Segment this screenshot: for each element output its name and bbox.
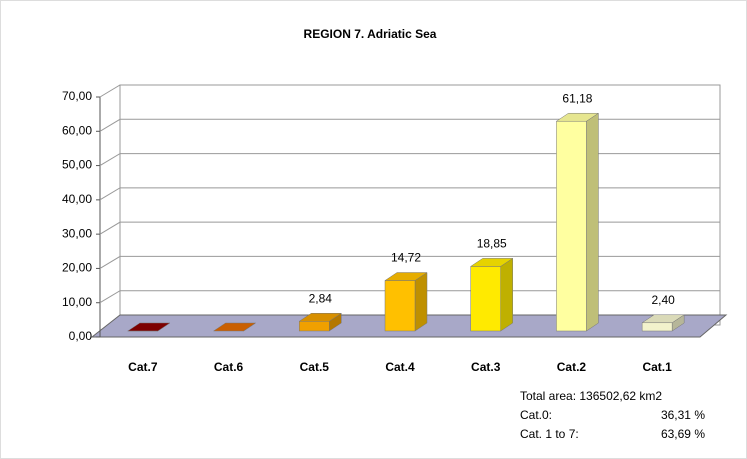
y-tick-label: 0,00: [69, 329, 93, 343]
chart-title: REGION 7. Adriatic Sea: [304, 27, 437, 41]
bar-side: [586, 112, 599, 332]
y-tick-label: 40,00: [62, 192, 92, 206]
bar-top: [298, 313, 343, 322]
grid-line: [99, 221, 720, 235]
grid-line: [99, 84, 720, 98]
bar-side: [414, 272, 428, 332]
x-tick-label: Cat.2: [557, 360, 587, 374]
grid-line: [99, 290, 720, 304]
y-tick-label: 30,00: [62, 226, 92, 240]
bar: [556, 120, 587, 332]
grid-line: [99, 118, 720, 132]
bar-top: [469, 258, 514, 267]
bar-top: [384, 272, 428, 281]
y-tick-label: 20,00: [62, 261, 92, 275]
x-tick-label: Cat.1: [642, 360, 672, 374]
x-tick-label: Cat.7: [128, 360, 158, 374]
grid-line: [99, 153, 720, 167]
bar-side: [500, 257, 513, 332]
x-tick-label: Cat.3: [471, 360, 501, 374]
note: Total area: 136502,62 km2: [520, 389, 662, 403]
bar-top: [641, 314, 685, 324]
bar: [641, 322, 673, 332]
grid-line: [99, 255, 720, 269]
data-label: 61,18: [562, 91, 592, 105]
bar-top: [555, 112, 600, 122]
note: 63,69 %: [661, 427, 705, 441]
y-tick-label: 10,00: [62, 295, 92, 309]
bar-top: [127, 322, 171, 332]
note: Cat. 1 to 7:: [520, 427, 579, 441]
y-tick-label: 50,00: [62, 158, 92, 172]
note: Cat.0:: [520, 408, 552, 422]
data-label: 18,85: [477, 237, 507, 251]
y-tick-label: 60,00: [62, 123, 92, 137]
x-tick-label: Cat.5: [300, 360, 330, 374]
y-tick-label: 70,00: [62, 89, 92, 103]
bar: [470, 266, 501, 332]
data-label: 14,72: [391, 251, 421, 265]
x-tick-label: Cat.6: [214, 360, 244, 374]
bar: [384, 280, 416, 332]
grid-line: [99, 187, 720, 201]
bar: [299, 321, 330, 332]
x-tick-label: Cat.4: [385, 360, 415, 374]
data-label: 2,40: [651, 293, 675, 307]
note: 36,31 %: [661, 408, 705, 422]
bar-top: [212, 322, 257, 332]
data-label: 2,84: [309, 291, 333, 305]
